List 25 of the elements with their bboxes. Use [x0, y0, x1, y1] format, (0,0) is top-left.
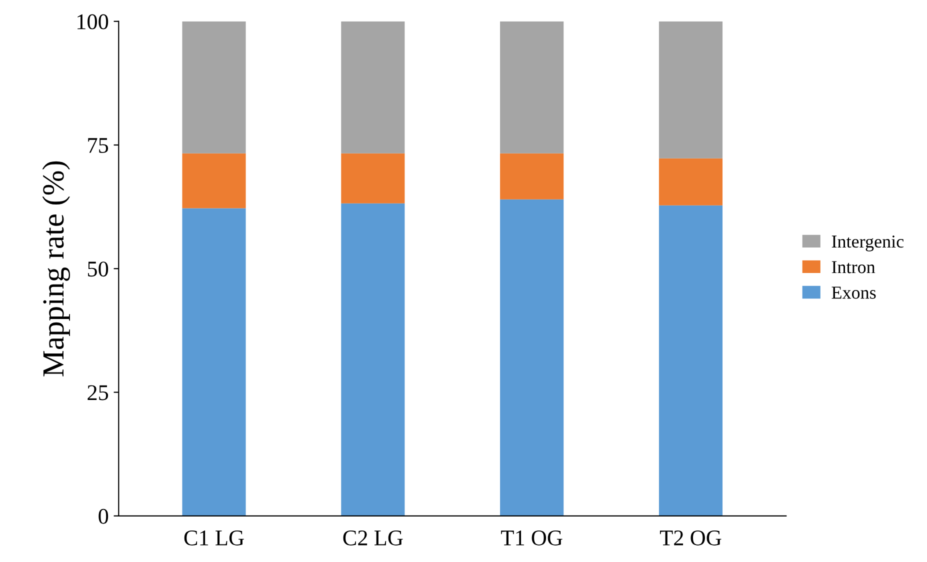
bar: [500, 199, 564, 516]
y-tick-label: 50: [88, 262, 108, 277]
bar: [658, 158, 723, 206]
bar: [341, 203, 405, 516]
y-axis-title: Mapping rate (%): [42, 161, 70, 376]
y-tick-label: 75: [88, 138, 108, 153]
y-tick-label: 100: [78, 14, 108, 30]
bar: [182, 208, 246, 516]
bar: [182, 153, 246, 208]
x-tick-label: C1 LG: [184, 530, 244, 546]
legend-label: Exons: [832, 286, 876, 299]
y-tick-label: 0: [98, 508, 108, 524]
legend-label: Intron: [832, 261, 876, 274]
bar: [658, 205, 723, 516]
bar: [341, 153, 405, 204]
x-tick-label: C2 LG: [343, 530, 403, 546]
legend-label: Intergenic: [832, 236, 904, 252]
x-tick-label: T2 OG: [660, 530, 722, 546]
bar: [658, 21, 723, 158]
bar: [341, 21, 405, 154]
bar: [500, 153, 564, 200]
bar: [500, 21, 564, 154]
y-tick-label: 25: [88, 385, 108, 400]
bar: [182, 21, 246, 154]
x-tick-label: T1 OG: [501, 530, 562, 546]
